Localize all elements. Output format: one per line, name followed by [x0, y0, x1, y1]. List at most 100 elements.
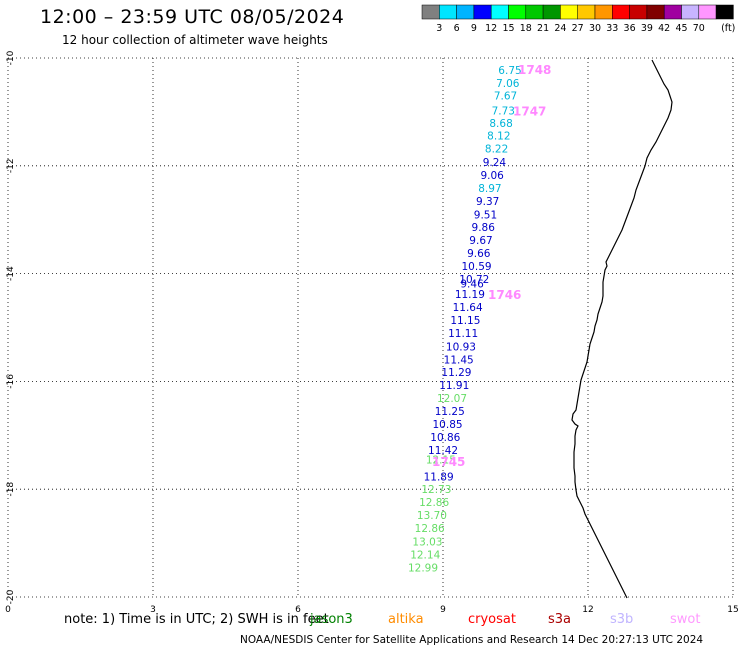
- wave-height-value: 12.86: [415, 523, 445, 535]
- wave-height-value: 9.66: [467, 248, 491, 260]
- wave-height-value: 11.45: [444, 354, 474, 366]
- legend-tick-label: 27: [572, 23, 584, 34]
- y-axis-label: -10: [6, 50, 16, 65]
- wave-height-value: 12.14: [410, 549, 440, 561]
- legend-swatch: [439, 4, 457, 20]
- wave-height-value: 10.86: [430, 432, 460, 444]
- wave-height-value: 9.37: [476, 196, 499, 208]
- x-axis-label: 9: [440, 605, 446, 615]
- wave-height-value: 13.03: [412, 536, 442, 548]
- wave-height-value: 12.07: [437, 393, 467, 405]
- observation-track: 6.757.067.67 7.738.688.128.229.249.068.97…: [408, 65, 522, 574]
- wave-height-value: 10.72: [459, 274, 489, 286]
- wave-height-value: 8.12: [487, 131, 510, 143]
- wave-height-value: 6.75: [498, 65, 521, 77]
- wave-height-value: 12.73: [421, 484, 451, 496]
- legend-swatch: [646, 4, 665, 20]
- legend-tick-label: 24: [554, 23, 566, 34]
- wave-height-value: 9.67: [469, 235, 492, 247]
- legend-swatch: [456, 4, 475, 20]
- legend-cryosat: cryosat: [468, 612, 516, 627]
- pass-time-label: 1745: [432, 455, 465, 469]
- legend-tick-label: 33: [606, 23, 618, 34]
- legend-tick-label: 6: [454, 23, 460, 34]
- legend-swatch: [490, 4, 509, 20]
- x-axis-label: 0: [5, 605, 11, 615]
- color-legend: 3 6 9 12 15 18 21 24 27 30 33 36 39 42 45 70 (ft): [421, 4, 735, 34]
- legend-tick-label: 70: [693, 23, 705, 34]
- legend-tick-label: 42: [658, 23, 670, 34]
- wave-height-value: 9.86: [472, 222, 496, 234]
- wave-height-value: 11.11: [448, 328, 478, 340]
- wave-height-value: 10.85: [433, 419, 463, 431]
- wave-height-value: 12.99: [408, 562, 438, 574]
- legend-swatch: [525, 4, 544, 20]
- wave-height-value: 8.97: [478, 183, 501, 195]
- legend-tick-label: 15: [502, 23, 514, 34]
- wave-height-value: 9.06: [480, 170, 504, 182]
- legend-swatch: [577, 4, 596, 20]
- map-title: 12:00 – 23:59 UTC 08/05/2024: [40, 6, 345, 28]
- wave-height-value: 9.46: [460, 278, 484, 290]
- wave-height-value: 11.15: [450, 315, 480, 327]
- pass-time-labels: 1748 1747 1746 1745: [432, 63, 551, 469]
- wave-height-value: 11.19: [455, 289, 485, 301]
- pass-time-label: 1748: [518, 63, 551, 77]
- wave-height-value: 7.67: [494, 91, 517, 103]
- y-axis-label: -12: [6, 158, 16, 173]
- map-axes: -10 -12 -14 -16 -18 -200 3 6 9 12 15: [5, 50, 739, 615]
- legend-swot: swot: [670, 612, 701, 627]
- wave-height-value: 12.86: [419, 497, 449, 509]
- wave-height-value: 11.25: [435, 406, 465, 418]
- legend-swatch: [508, 4, 527, 20]
- legend-unit: (ft): [721, 23, 735, 34]
- legend-tick-label: 45: [675, 23, 687, 34]
- legend-swatch: [421, 4, 440, 20]
- wave-height-value: 12.15: [426, 455, 456, 467]
- x-axis-label: 15: [727, 605, 738, 615]
- wave-height-value: 8.68: [489, 118, 512, 130]
- legend-tick-label: 18: [520, 23, 532, 34]
- legend-swatch: [663, 4, 682, 20]
- legend-swatch: [473, 4, 492, 20]
- wave-height-value: 8.22: [485, 144, 508, 156]
- wave-height-value: 11.29: [441, 367, 471, 379]
- note-text: note: 1) Time is in UTC; 2) SWH is in fe…: [64, 612, 329, 627]
- legend-swatch: [594, 4, 613, 20]
- legend-jason3: jason3: [310, 612, 353, 627]
- legend-swatch: [560, 4, 578, 20]
- wave-height-value: 7.06: [496, 78, 520, 90]
- x-axis-label: 12: [582, 605, 593, 615]
- y-axis-label: -18: [6, 482, 16, 497]
- legend-tick-label: 39: [641, 23, 653, 34]
- note-row: note: 1) Time is in UTC; 2) SWH is in fe…: [0, 612, 740, 630]
- legend-tick-label: 12: [485, 23, 497, 34]
- wave-height-value: 10.59: [462, 261, 492, 273]
- legend-swatch: [681, 4, 700, 20]
- x-axis-label: 6: [295, 605, 301, 615]
- legend-swatch: [629, 4, 648, 20]
- wave-height-value: 13.70: [417, 510, 447, 522]
- footer-credit: NOAA/NESDIS Center for Satellite Applica…: [240, 634, 704, 646]
- wave-height-value: 7.73: [492, 105, 515, 117]
- x-axis-label: 3: [150, 605, 156, 615]
- wave-height-value: 11.64: [453, 302, 483, 314]
- y-axis-label: -20: [6, 589, 16, 604]
- grid-lines: [7, 57, 734, 598]
- pass-time-label: 1747: [513, 104, 546, 118]
- y-axis-label: -14: [6, 266, 16, 281]
- legend-tick-label: 21: [537, 23, 549, 34]
- legend-swatch: [715, 4, 734, 20]
- coastline: [571, 59, 673, 599]
- y-axis-label: -16: [6, 374, 16, 389]
- legend-altika: altika: [388, 612, 424, 627]
- legend-tick-label: 36: [624, 23, 636, 34]
- map-subtitle: 12 hour collection of altimeter wave hei…: [62, 33, 328, 47]
- legend-tick-label: 9: [471, 23, 477, 34]
- wave-height-value: 10.93: [446, 341, 476, 353]
- wave-height-value: 9.24: [483, 157, 507, 169]
- wave-height-value: 11.89: [424, 471, 454, 483]
- legend-swatch: [698, 4, 717, 20]
- wave-height-value: 11.42: [428, 445, 458, 457]
